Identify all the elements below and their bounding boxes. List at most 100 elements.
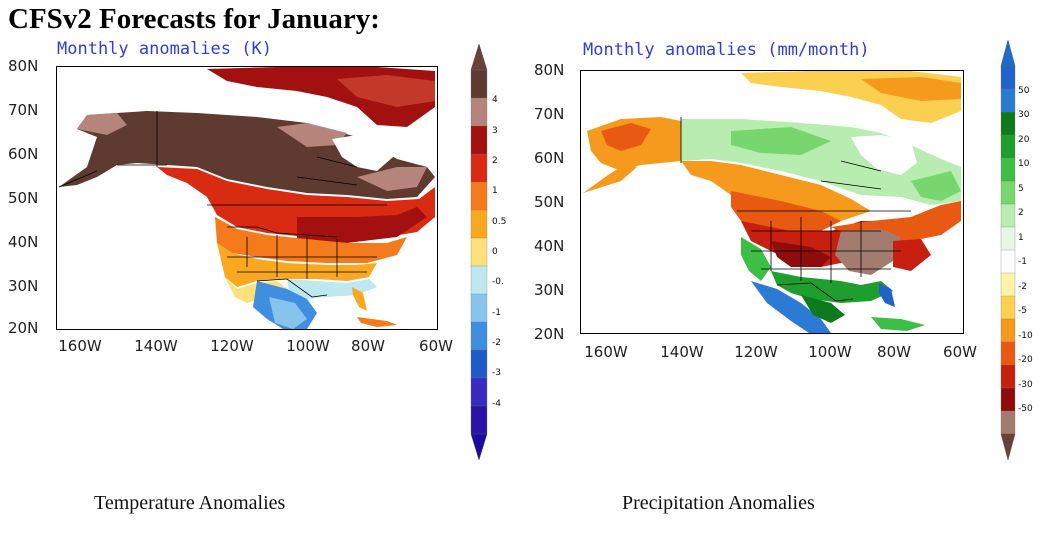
colorbar-swatch (1000, 180, 1016, 205)
political-borders (680, 117, 911, 302)
colorbar-tick-label: -5 (1018, 306, 1027, 317)
lat-label: 50N (534, 193, 565, 211)
lat-label: 70N (8, 101, 39, 119)
caribbean (357, 317, 397, 327)
colorbar-tick-label: -2 (1018, 281, 1027, 292)
temperature-colorbar: 4 3 2 1 0.5 0 -0. -1 -2 -3 -4 (470, 44, 530, 460)
lon-label: 100W (286, 337, 330, 355)
lat-label: 80N (534, 61, 565, 79)
lat-label: 40N (534, 237, 565, 255)
colorbar-tick-label: 2 (492, 156, 498, 166)
alaska-drier (601, 123, 651, 151)
colorbar-swatch (1000, 111, 1016, 136)
colorbar-tick-label: 10 (1018, 159, 1030, 170)
political-borders (58, 111, 387, 298)
temperature-caption: Temperature Anomalies (94, 492, 286, 514)
colorbar-swatch (470, 125, 488, 155)
colorbar-swatch (1000, 272, 1016, 297)
lon-label: 80W (877, 343, 911, 361)
colorbar-tick-label: 50 (1018, 85, 1030, 96)
colorbar-top-arrow (1000, 40, 1016, 67)
hudson-bay (332, 135, 393, 171)
colorbar-swatch (1000, 157, 1016, 182)
lon-label: 140W (134, 337, 178, 355)
colorbar-swatch (1000, 249, 1016, 274)
lon-label: 160W (58, 337, 102, 355)
lat-label: 30N (8, 277, 39, 295)
colorbar-tick-label: 4 (492, 95, 498, 106)
region-very-wet (751, 281, 831, 333)
colorbar-tick-label: -1 (492, 307, 501, 318)
colorbar-swatch (1000, 88, 1016, 113)
florida (879, 283, 895, 307)
aleutians (583, 167, 637, 193)
colorbar-swatch (470, 349, 488, 379)
lon-label: 80W (351, 337, 385, 355)
colorbar-swatch (470, 265, 488, 295)
colorbar-swatch (470, 293, 488, 323)
colorbar-swatch (470, 377, 488, 407)
colorbar-tick-label: 1 (492, 186, 498, 197)
colorbar-tick-label: -2 (492, 338, 501, 348)
colorbar-swatch (470, 237, 488, 267)
precipitation-subtitle: Monthly anomalies (mm/month) (583, 40, 870, 60)
colorbar-tick-label: -20 (1018, 355, 1033, 366)
precipitation-caption: Precipitation Anomalies (622, 492, 815, 514)
colorbar-tick-label: -3 (492, 368, 501, 379)
precipitation-map[interactable] (580, 70, 964, 334)
colorbar-swatches (1000, 40, 1016, 460)
lat-label: 20N (534, 325, 565, 343)
lon-label: 100W (808, 343, 852, 361)
lat-label: 40N (8, 233, 39, 251)
colorbar-swatch (1000, 203, 1016, 228)
florida (352, 287, 367, 311)
colorbar-tick-label: 2 (1018, 208, 1024, 219)
colorbar-swatch (1000, 65, 1016, 90)
hudson-bay (851, 135, 917, 175)
colorbar-top-arrow (470, 44, 488, 71)
colorbar-tick-label: -4 (492, 398, 501, 409)
colorbar-tick-label: 0.5 (492, 216, 507, 227)
colorbar-swatch (1000, 295, 1016, 320)
precipitation-map-canvas (583, 71, 961, 333)
colorbar-swatch (470, 153, 488, 183)
colorbar-tick-label: 30 (1018, 110, 1030, 121)
colorbar-swatch (1000, 364, 1016, 389)
colorbar-tick-label: 5 (1018, 183, 1024, 194)
colorbar-tick-label: -30 (1018, 379, 1033, 390)
lon-label: 60W (419, 337, 453, 355)
lon-label: 140W (660, 343, 704, 361)
arctic-islands-detail (861, 77, 961, 101)
region-wet (911, 171, 961, 201)
region-mild (215, 217, 407, 263)
colorbar-tick-label: -50 (1018, 404, 1033, 415)
lon-label: 120W (210, 337, 254, 355)
colorbar-swatch (1000, 318, 1016, 343)
lat-label: 30N (534, 281, 565, 299)
colorbar-swatch (1000, 410, 1016, 435)
colorbar-tick-label: 20 (1018, 134, 1030, 145)
region-wet (731, 127, 831, 155)
colorbar-tick-label: 0 (492, 247, 498, 257)
colorbar-swatch (470, 321, 488, 351)
colorbar-swatch (1000, 387, 1016, 412)
colorbar-swatch (470, 97, 488, 127)
colorbar-tick-label: -1 (1018, 257, 1027, 268)
arctic-islands-detail (337, 75, 435, 107)
page-title: CFSv2 Forecasts for January: (8, 3, 380, 35)
caribbean (871, 317, 925, 331)
lat-label: 80N (8, 57, 39, 75)
temperature-map[interactable] (56, 66, 438, 330)
region-warm-rim (77, 113, 127, 135)
colorbar-swatches (470, 44, 488, 460)
precipitation-colorbar: 50 30 20 10 5 2 1 -1 -2 -5 -10 -20 -30 -50 (1000, 40, 1040, 460)
colorbar-swatch (470, 181, 488, 211)
region-wetter (741, 237, 771, 281)
colorbar-swatch (1000, 226, 1016, 251)
lon-label: 160W (584, 343, 628, 361)
colorbar-swatch (470, 69, 488, 99)
lat-label: 60N (534, 149, 565, 167)
colorbar-bottom-arrow (470, 433, 488, 460)
region-extreme-dry-brown (835, 229, 901, 275)
colorbar-swatch (1000, 341, 1016, 366)
